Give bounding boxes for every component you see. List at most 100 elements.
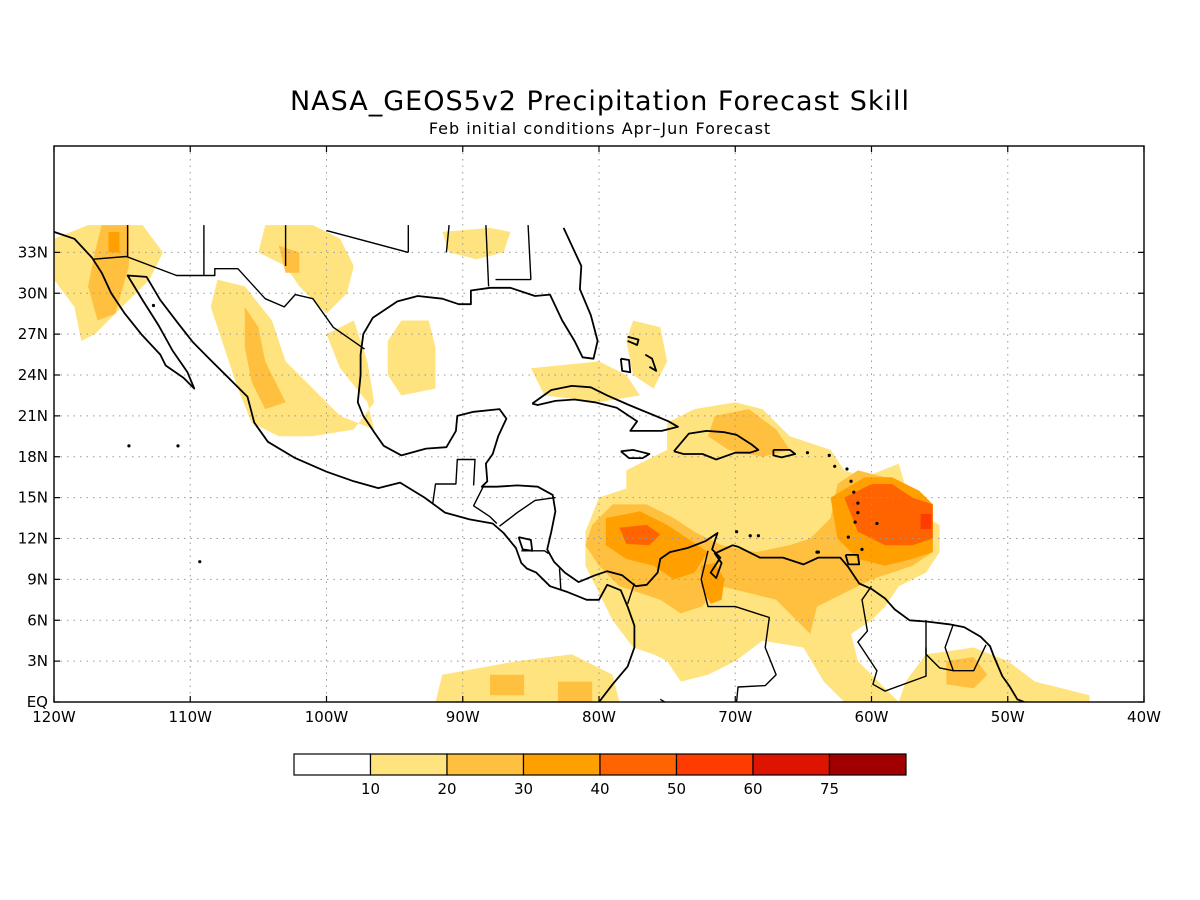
coastline-segment — [54, 231, 636, 702]
border-segment — [93, 255, 366, 350]
grid-lines — [54, 146, 1144, 702]
border-segment — [472, 486, 498, 524]
island-dot — [735, 530, 739, 534]
island-dot — [852, 490, 856, 494]
colorbar-swatch — [599, 753, 678, 776]
colorbar-label: 50 — [667, 780, 686, 798]
x-tick-label: 70W — [718, 708, 752, 726]
border-segment — [326, 229, 409, 254]
border-segment — [499, 496, 556, 527]
island-dot — [845, 467, 849, 471]
x-tick-label: 60W — [855, 708, 889, 726]
x-tick-label: 120W — [32, 708, 76, 726]
color-bar: 10 20 30 40 50 60 75 — [293, 753, 907, 798]
y-tick-label: 3N — [27, 652, 48, 670]
colorbar-label: 40 — [590, 780, 609, 798]
skill-region-level-2 — [490, 674, 525, 696]
skill-region-level-5 — [920, 514, 932, 529]
border-segment — [944, 624, 987, 672]
y-tick-label: 12N — [18, 530, 48, 548]
skill-region-level-4 — [619, 524, 661, 546]
y-tick-label: EQ — [27, 693, 48, 711]
coastline-segment — [619, 357, 632, 374]
skill-shading — [54, 225, 1090, 702]
colorbar-swatch — [752, 753, 831, 776]
skill-region-level-1 — [530, 361, 640, 403]
coastline-segment — [517, 536, 534, 552]
y-tick-label: 18N — [18, 448, 48, 466]
border-segment — [527, 225, 532, 280]
y-tick-label: 9N — [27, 570, 48, 588]
island-dot — [176, 444, 180, 448]
border-segment — [432, 458, 476, 504]
island-dot — [748, 534, 752, 538]
colorbar-label: 75 — [820, 780, 839, 798]
colorbar-swatch — [369, 753, 448, 776]
island-dot — [198, 560, 202, 564]
colorbar-label: 60 — [743, 780, 762, 798]
island-dot — [756, 534, 761, 538]
island-dot — [846, 535, 850, 539]
island-dot — [856, 511, 860, 515]
skill-region-level-1 — [442, 227, 511, 260]
border-segment — [857, 585, 927, 692]
island-dot — [849, 479, 853, 483]
skill-region-level-4 — [844, 484, 933, 546]
y-tick-label: 21N — [18, 407, 48, 425]
coastline-segment — [644, 353, 658, 372]
skill-region-level-2 — [708, 409, 790, 457]
border-segment — [521, 550, 549, 555]
border-segment — [485, 225, 490, 287]
island-dot — [875, 521, 879, 526]
colorbar-swatch — [293, 753, 372, 776]
border-segment — [925, 620, 954, 672]
coastline-segment — [356, 227, 1025, 702]
map-title: NASA_GEOS5v2 Precipitation Forecast Skil… — [289, 86, 911, 117]
island-dot — [816, 550, 820, 554]
island-dot — [827, 453, 831, 457]
map-subtitle: Feb initial conditions Apr–Jun Forecast — [428, 119, 772, 138]
colorbar-label: 30 — [514, 780, 533, 798]
border-segment — [700, 550, 777, 702]
island-dot — [833, 464, 837, 468]
colorbar-swatch — [828, 753, 907, 776]
axis-ticks: 120W 110W 100W 90W 80W 70W 60W 50W 40W EQ 3N 6N 9N 12… — [18, 146, 1161, 726]
y-tick-label: 30N — [18, 284, 48, 302]
y-tick-label: 15N — [18, 489, 48, 507]
island-dot — [127, 444, 131, 448]
colorbar-label: 20 — [437, 780, 456, 798]
y-tick-label: 6N — [27, 611, 48, 629]
x-tick-label: 50W — [991, 708, 1025, 726]
x-tick-label: 40W — [1127, 708, 1161, 726]
coastline-segment — [673, 429, 760, 461]
skill-region-level-2 — [278, 245, 300, 273]
island-dot — [860, 547, 864, 552]
skill-region-level-1 — [210, 279, 375, 437]
coastline-segment — [531, 384, 679, 432]
border-segment — [558, 568, 562, 591]
skill-region-level-3 — [108, 231, 120, 253]
border-segment — [445, 225, 450, 253]
colorbar-swatch — [446, 753, 525, 776]
x-tick-label: 90W — [446, 708, 480, 726]
island-dot — [856, 501, 860, 505]
colorbar-label: 10 — [361, 780, 380, 798]
x-tick-label: 100W — [305, 708, 349, 726]
coastline-segment — [620, 448, 651, 460]
skill-region-level-2 — [558, 681, 593, 702]
coastline-segment — [844, 554, 861, 566]
y-tick-label: 33N — [18, 243, 48, 261]
colorbar-swatch — [675, 753, 754, 776]
y-tick-label: 27N — [18, 325, 48, 343]
map-frame — [53, 145, 1145, 703]
coastline-segment — [627, 335, 640, 346]
border-segment — [626, 583, 636, 605]
island-dot — [853, 520, 857, 524]
coastlines — [54, 225, 1025, 702]
colorbar-swatch — [522, 753, 601, 776]
skill-region-level-2 — [244, 306, 286, 410]
island-dot — [151, 303, 156, 308]
coastline-segment — [772, 448, 797, 459]
y-tick-label: 24N — [18, 366, 48, 384]
